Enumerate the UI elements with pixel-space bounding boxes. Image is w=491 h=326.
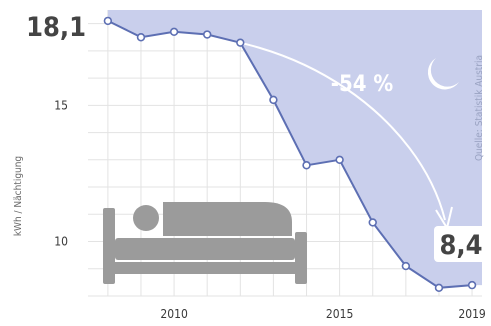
- series-line: [107, 20, 473, 289]
- x-tick-label: 2010: [160, 307, 188, 321]
- data-point: [335, 155, 344, 165]
- y-axis-label: kWh / Nächtigung: [13, 156, 24, 236]
- data-point: [401, 261, 411, 271]
- data-point: [103, 16, 113, 26]
- data-point: [169, 27, 179, 36]
- data-point: [136, 33, 146, 42]
- data-point: [467, 280, 477, 290]
- data-point: [302, 161, 311, 170]
- data-point: [434, 283, 444, 293]
- x-axis-ticks: 2010 2015 2019: [160, 307, 486, 321]
- change-label: -54 %: [331, 72, 394, 97]
- source-label: Quelle: Statistik Austria: [474, 55, 485, 161]
- end-value-badge: [434, 226, 488, 262]
- bed-icon: [103, 202, 307, 284]
- area-fill: [107, 10, 483, 288]
- data-point: [368, 218, 377, 227]
- y-tick-label: 10: [54, 235, 68, 249]
- start-value-label: 18,1: [26, 12, 86, 43]
- data-point: [202, 30, 212, 39]
- x-tick-label: 2019: [458, 307, 486, 321]
- data-point: [269, 95, 278, 105]
- series-points: [103, 16, 477, 293]
- data-point: [236, 38, 245, 47]
- y-axis-ticks: 10 15: [54, 98, 68, 248]
- end-value-label: 8,4: [439, 230, 482, 261]
- x-tick-label: 2015: [326, 307, 353, 321]
- y-tick-label: 15: [54, 98, 68, 112]
